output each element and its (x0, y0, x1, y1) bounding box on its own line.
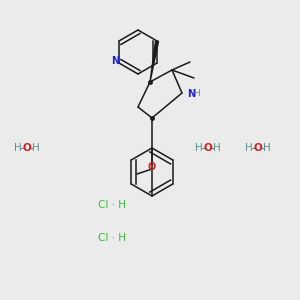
Text: Cl · H: Cl · H (98, 233, 126, 243)
Text: H: H (213, 143, 221, 153)
Text: N: N (187, 89, 195, 99)
Text: O: O (204, 143, 212, 153)
Text: H: H (193, 89, 200, 98)
Text: O: O (22, 143, 32, 153)
Polygon shape (150, 41, 158, 82)
Text: H: H (263, 143, 271, 153)
Text: N: N (111, 56, 119, 66)
Text: H: H (14, 143, 22, 153)
Text: H: H (32, 143, 40, 153)
Text: Cl · H: Cl · H (98, 200, 126, 210)
Text: H: H (245, 143, 253, 153)
Text: O: O (254, 143, 262, 153)
Text: H: H (195, 143, 203, 153)
Text: O: O (148, 162, 156, 172)
